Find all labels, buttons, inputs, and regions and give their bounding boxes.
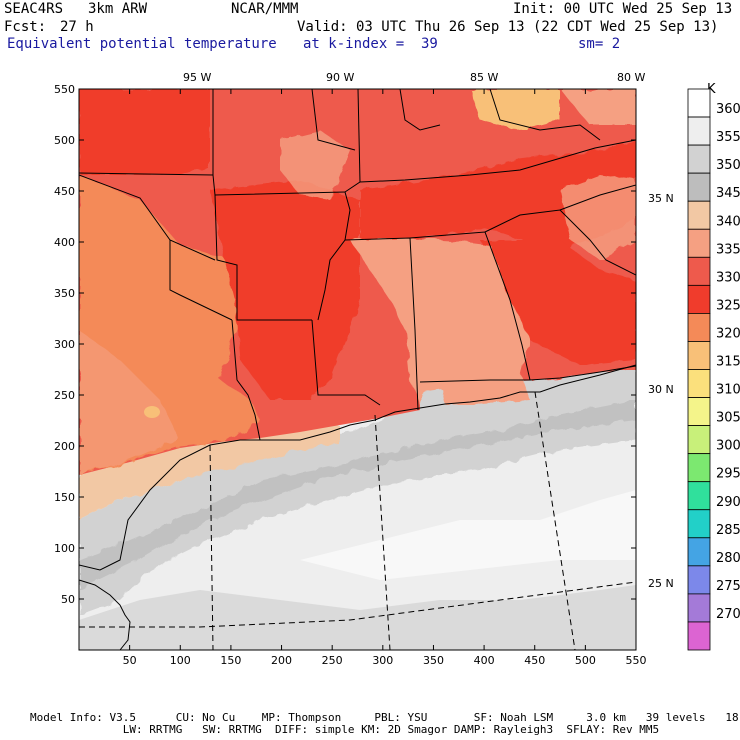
- model-info-line1: Model Info: V3.5 CU: No Cu MP: Thompson …: [30, 711, 740, 724]
- x-axis: 50 100 150 200 250 300 350 400 450 500 550: [123, 645, 647, 667]
- colorbar-label: 350: [716, 158, 740, 173]
- forecast-label: Fcst:: [4, 19, 47, 35]
- colorbar: 360 355 350 345 340 335 330 325 320 315 310 305 300 2…: [687, 88, 740, 651]
- colorbar-label: 280: [716, 551, 740, 566]
- y-tick-label: 200: [54, 440, 75, 453]
- model-info-line2: LW: RRTMG SW: RRTMG DIFF: simple KM: 2D …: [30, 723, 660, 736]
- campaign-label: SEAC4RS: [4, 1, 64, 17]
- colorbar-swatch: [687, 312, 711, 342]
- lon-label-85w: 85 W: [470, 71, 498, 84]
- x-tick-label: 500: [575, 654, 596, 667]
- colorbar-label: 270: [716, 607, 740, 622]
- lat-label-35n: 35 N: [648, 192, 674, 205]
- colorbar-swatch: [687, 593, 711, 623]
- state-borders: [79, 89, 636, 650]
- colorbar-swatch: [687, 116, 711, 146]
- colorbar-unit: K: [707, 82, 716, 97]
- colorbar-label: 290: [716, 495, 740, 510]
- colorbar-swatch: [687, 425, 711, 455]
- colorbar-swatch: [687, 537, 711, 567]
- y-tick-label: 400: [54, 236, 75, 249]
- colorbar-label: 300: [716, 439, 740, 454]
- colorbar-label: 285: [716, 523, 740, 538]
- lon-label-80w: 80 W: [617, 71, 645, 84]
- colorbar-label: 360: [716, 102, 740, 117]
- field-shading: [79, 89, 636, 650]
- lat-label-25n: 25 N: [648, 577, 674, 590]
- plot-frame: [78, 88, 637, 651]
- colorbar-swatch: [687, 453, 711, 483]
- y-tick-label: 150: [54, 491, 75, 504]
- vertical-level: at k-index = 39: [303, 36, 438, 52]
- colorbar-swatch: [687, 397, 711, 426]
- x-tick-label: 350: [423, 654, 444, 667]
- x-tick-label: 150: [220, 654, 241, 667]
- colorbar-swatch: [687, 284, 711, 314]
- colorbar-swatch: [687, 369, 711, 398]
- colorbar-label: 320: [716, 326, 740, 341]
- x-tick-label: 400: [474, 654, 495, 667]
- valid-time: Valid: 03 UTC Thu 26 Sep 13 (22 CDT Wed …: [297, 19, 719, 35]
- y-tick-label: 350: [54, 287, 75, 300]
- x-tick-label: 450: [524, 654, 545, 667]
- colorbar-swatch: [687, 565, 711, 595]
- colorbar-label: 295: [716, 467, 740, 482]
- init-time: Init: 00 UTC Wed 25 Sep 13: [513, 1, 733, 17]
- colorbar-swatch: [687, 256, 711, 286]
- colorbar-swatch: [687, 172, 711, 202]
- colorbar-label: 335: [716, 242, 740, 257]
- colorbar-swatch: [687, 144, 711, 174]
- colorbar-label: 275: [716, 579, 740, 594]
- colorbar-label: 345: [716, 186, 740, 201]
- colorbar-label: 310: [716, 383, 740, 398]
- colorbar-label: 325: [716, 298, 740, 313]
- colorbar-label: 305: [716, 411, 740, 426]
- colorbar-label: 315: [716, 355, 740, 370]
- lat-label-30n: 30 N: [648, 383, 674, 396]
- y-tick-label: 550: [54, 83, 75, 96]
- x-tick-label: 550: [626, 654, 647, 667]
- top-ticks: [129, 89, 637, 94]
- x-tick-label: 50: [123, 654, 137, 667]
- colorbar-swatch: [687, 88, 711, 118]
- y-tick-label: 300: [54, 338, 75, 351]
- colorbar-label: 330: [716, 270, 740, 285]
- forecast-hour: 27 h: [60, 19, 94, 35]
- colorbar-swatch: [687, 200, 711, 230]
- field-name: Equivalent potential temperature: [7, 36, 277, 52]
- x-tick-label: 100: [170, 654, 191, 667]
- y-axis: 550 500 450 400 350 300 250 200 150 100 50: [54, 83, 636, 606]
- colorbar-swatch: [687, 228, 711, 258]
- model-label: 3km ARW: [88, 1, 148, 17]
- colorbar-swatch: [687, 341, 711, 370]
- x-tick-label: 250: [322, 654, 343, 667]
- lon-label-95w: 95 W: [183, 71, 211, 84]
- lon-label-90w: 90 W: [326, 71, 354, 84]
- y-tick-label: 500: [54, 134, 75, 147]
- x-tick-label: 200: [271, 654, 292, 667]
- colorbar-swatch: [687, 509, 711, 539]
- colorbar-swatch: [687, 481, 711, 511]
- colorbar-label: 340: [716, 214, 740, 229]
- center-label: NCAR/MMM: [231, 1, 299, 17]
- y-tick-label: 100: [54, 542, 75, 555]
- colorbar-label: 355: [716, 130, 740, 145]
- smoothing-label: sm= 2: [578, 36, 621, 52]
- x-tick-label: 300: [372, 654, 393, 667]
- y-tick-label: 250: [54, 389, 75, 402]
- y-tick-label: 450: [54, 185, 75, 198]
- colorbar-swatch: [687, 621, 711, 651]
- y-tick-label: 50: [61, 593, 75, 606]
